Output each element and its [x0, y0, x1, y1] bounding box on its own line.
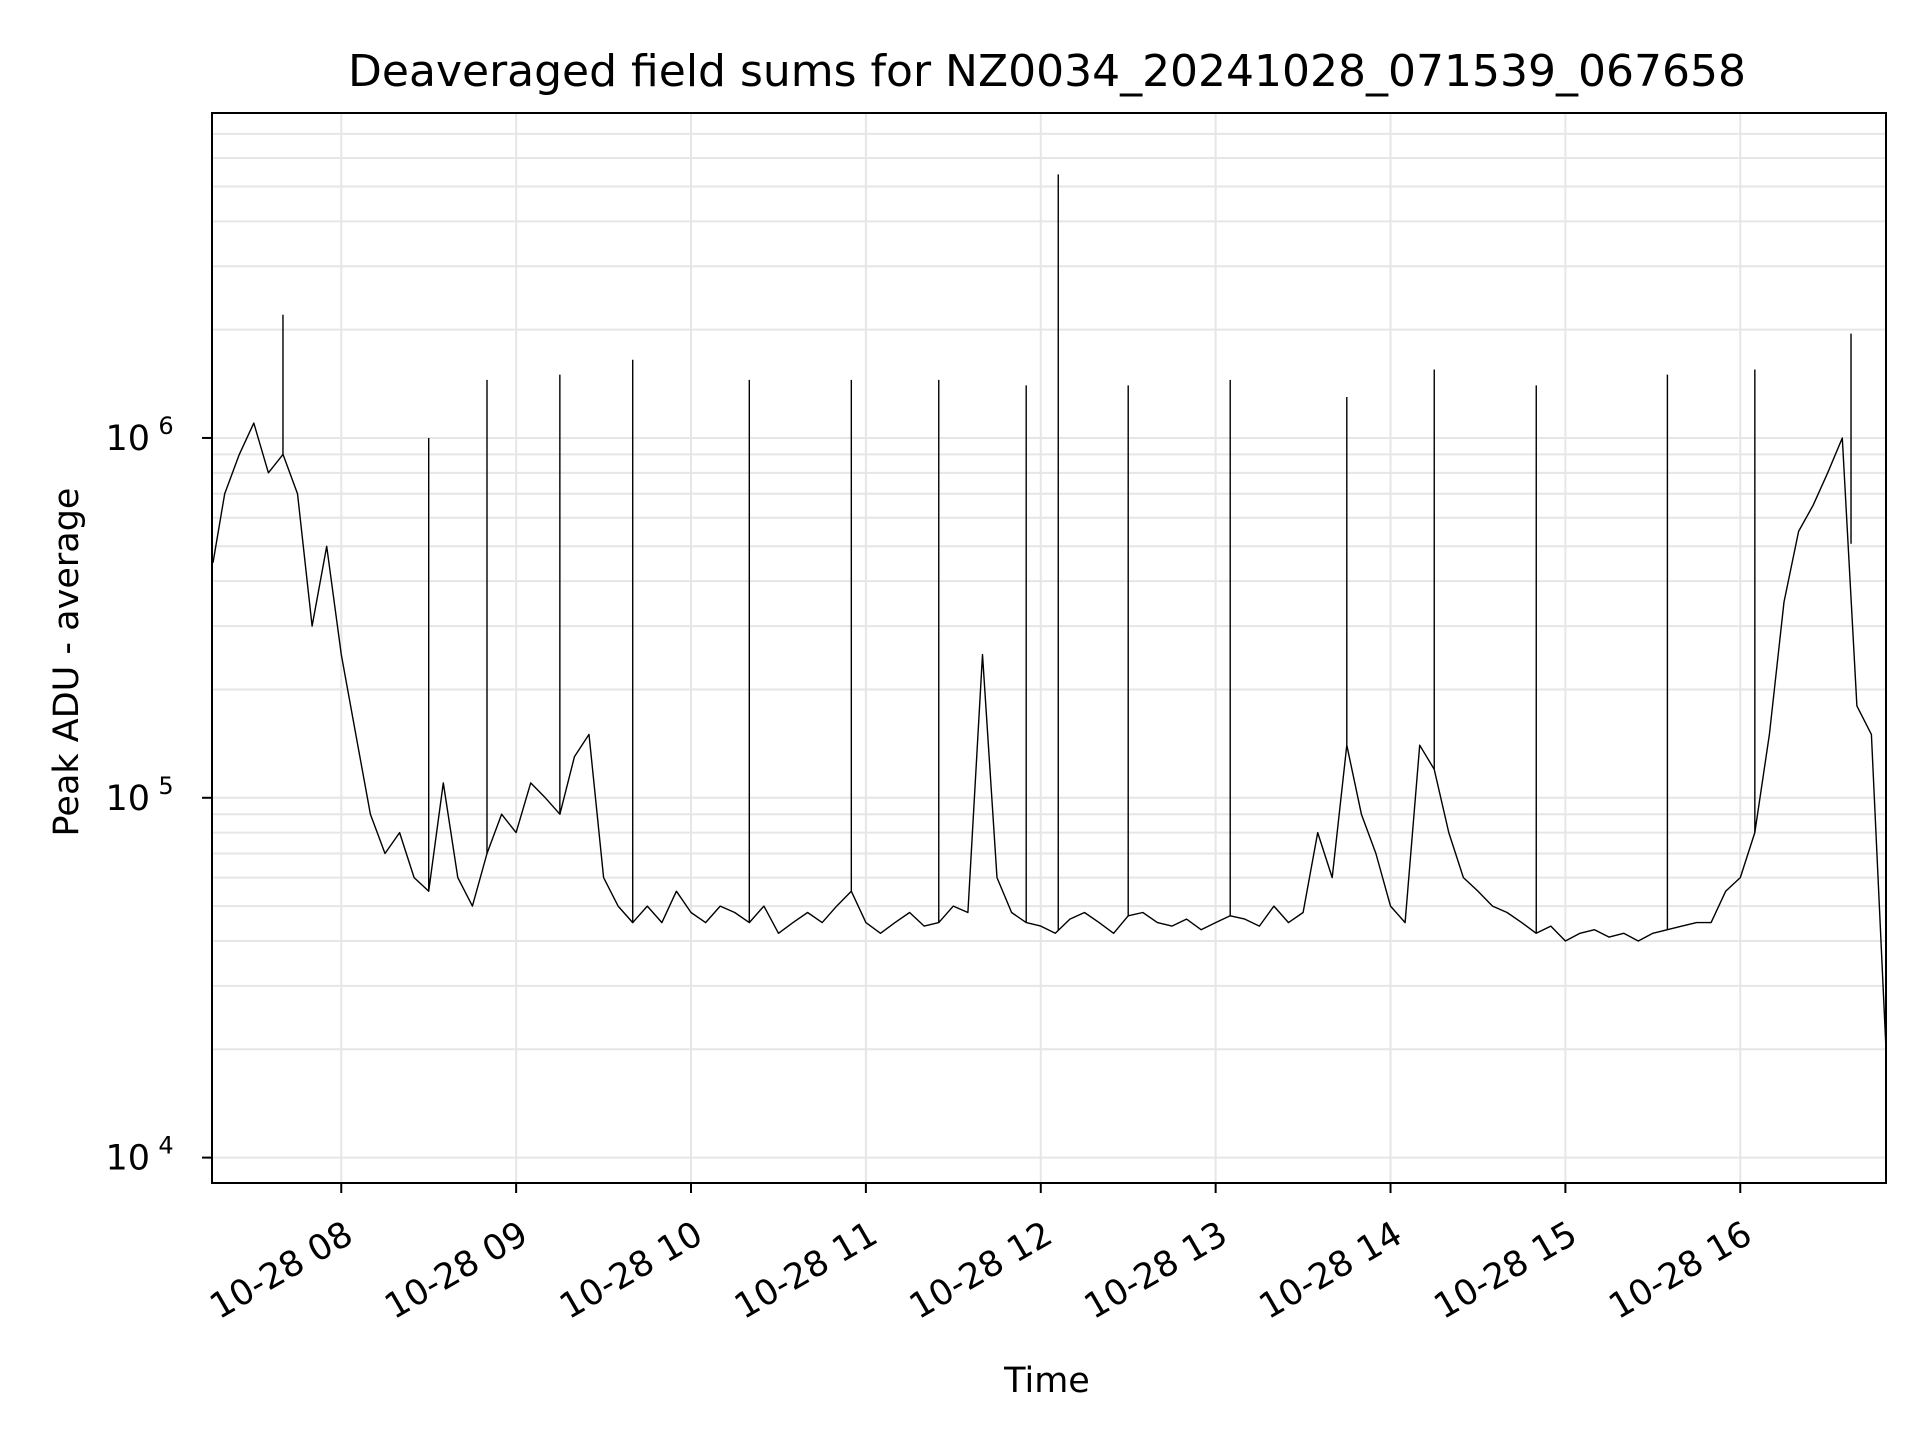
y-tick-exponent: 6 [158, 412, 173, 440]
x-tick-label: 10-28 10 [553, 1214, 709, 1327]
x-tick-label: 10-28 11 [728, 1214, 884, 1327]
y-tick-label: 10 [105, 779, 150, 819]
grid [212, 112, 1886, 1183]
x-tick-label: 10-28 08 [203, 1214, 359, 1327]
x-tick-label: 10-28 09 [378, 1214, 534, 1327]
y-tick-exponent: 5 [158, 772, 173, 800]
y-tick-exponent: 4 [158, 1132, 173, 1160]
x-tick-label: 10-28 12 [903, 1214, 1059, 1327]
chart-title: Deaveraged field sums for NZ0034_2024102… [348, 46, 1746, 97]
x-tick-label: 10-28 16 [1602, 1214, 1758, 1327]
data-series [212, 174, 1887, 1050]
x-tick-label: 10-28 14 [1253, 1214, 1409, 1327]
x-axis-label: Time [1003, 1361, 1090, 1401]
plot-frame [211, 112, 1887, 1184]
x-tick-label: 10-28 15 [1428, 1214, 1584, 1327]
y-axis: 10 4 10 5 10 6 [105, 412, 212, 1179]
x-axis: 10-28 08 10-28 09 10-28 10 10-28 11 10-28 12… [203, 1183, 1759, 1327]
y-axis-label: Peak ADU - average [47, 488, 87, 837]
series-line [212, 422, 1887, 1050]
x-tick-label: 10-28 13 [1078, 1214, 1234, 1327]
y-tick-label: 10 [105, 419, 150, 459]
y-tick-label: 10 [105, 1139, 150, 1179]
